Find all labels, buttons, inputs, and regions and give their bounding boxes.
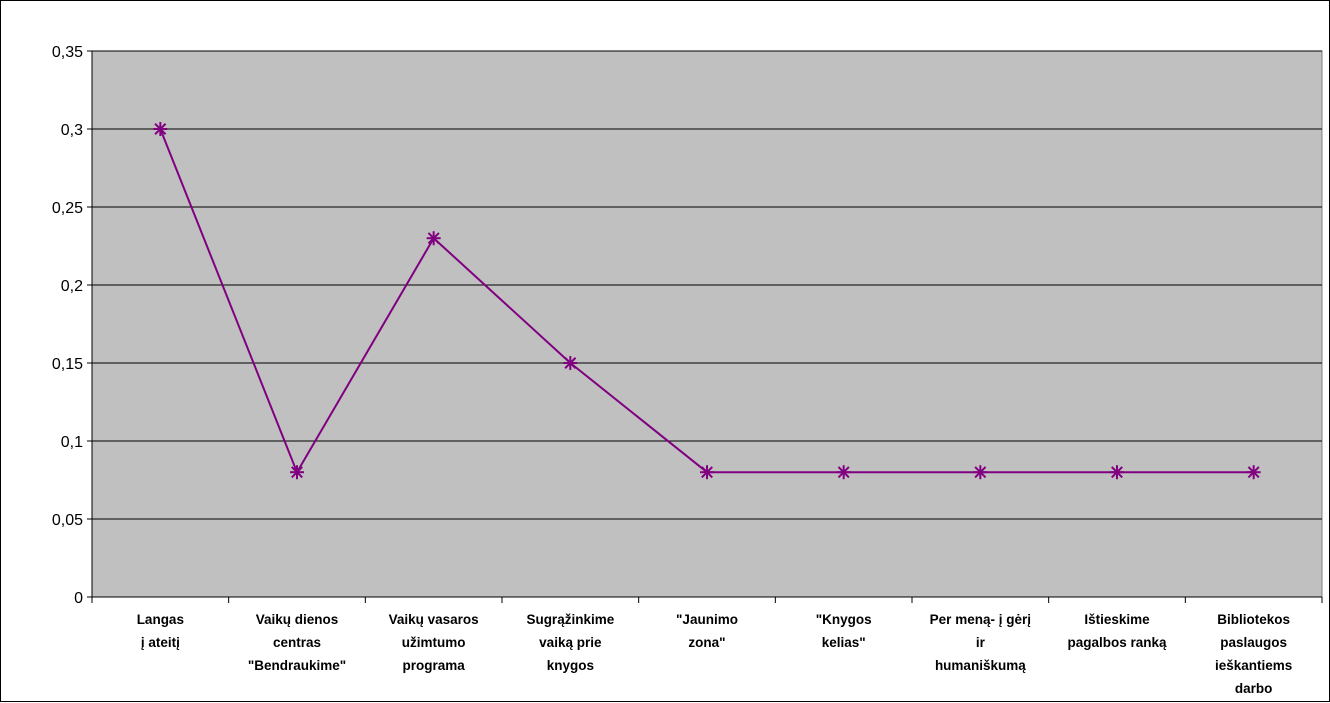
x-tick-label-line: užimtumo: [402, 635, 466, 650]
x-tick-label: Sugrąžinkime vaiką prie knygos: [526, 612, 614, 673]
data-point-marker: [290, 465, 304, 480]
x-tick-label-line: Bibliotekos: [1217, 612, 1290, 627]
data-point-marker: [700, 465, 714, 480]
data-point-marker: [836, 465, 851, 480]
x-tick-label-line: pagalbos ranką: [1067, 635, 1167, 650]
y-tick-label: 0,1: [61, 434, 83, 451]
x-tick-label: "Knygos kelias": [816, 612, 872, 650]
x-tick-label-line: humaniškumą: [935, 658, 1026, 673]
x-tick-label-line: "Knygos: [816, 612, 872, 627]
x-tick-label: "Jaunimo zona": [676, 612, 738, 650]
y-tick-label: 0,3: [61, 122, 83, 139]
x-tick-label-line: Per meną- į gėrį: [930, 612, 1032, 627]
data-point-marker: [153, 122, 168, 136]
x-tick-label: Per meną- į gėrį ir humaniškumą: [930, 612, 1032, 673]
x-tick-label-line: "Bendraukime": [248, 658, 346, 673]
plot-area: [91, 50, 1323, 598]
x-tick-label-line: "Jaunimo: [676, 612, 738, 627]
x-tick-label-line: ir: [976, 635, 986, 650]
x-tick-label-line: Ištieskime: [1084, 612, 1150, 627]
x-tick-label-line: Vaikų vasaros: [389, 612, 479, 627]
x-tick-label-line: centras: [273, 635, 321, 650]
x-tick-label: Langas į ateitį: [137, 612, 184, 650]
x-tick-label-line: ieškantiems: [1215, 658, 1292, 673]
x-tick-label-line: zona": [688, 635, 725, 650]
data-point-marker: [1110, 465, 1124, 480]
x-tick-label-line: kelias": [822, 635, 866, 650]
y-tick-label: 0,2: [61, 278, 83, 295]
x-tick-label-line: programa: [403, 658, 466, 673]
x-tick-label-line: Sugrąžinkime: [526, 612, 614, 627]
x-tick-label-line: darbo: [1235, 681, 1273, 696]
y-tick-label: 0,15: [52, 356, 83, 373]
data-point-marker: [973, 465, 988, 480]
x-tick-label-line: paslaugos: [1220, 635, 1287, 650]
x-tick-label: Vaikų dienos centras "Bendraukime": [248, 612, 346, 673]
x-tick-label-line: vaiką prie: [539, 635, 602, 650]
x-tick-label-line: knygos: [547, 658, 594, 673]
x-tick-label: Ištieskime pagalbos ranką: [1067, 612, 1167, 650]
x-tick-label-line: į ateitį: [141, 635, 180, 650]
x-tick-label: Bibliotekos paslaugos ieškantiems darbo: [1215, 612, 1292, 696]
y-tick-label: 0,25: [52, 200, 83, 217]
x-tick-label-line: Langas: [137, 612, 184, 627]
y-tick-label: 0,35: [52, 44, 83, 61]
y-tick-label: 0: [74, 590, 83, 607]
data-point-marker: [426, 231, 441, 246]
y-tick-label: 0,05: [52, 512, 83, 529]
x-tick-label: Vaikų vasaros užimtumo programa: [389, 612, 479, 673]
data-point-marker: [1246, 465, 1261, 480]
x-tick-label-line: Vaikų dienos: [256, 612, 339, 627]
data-point-marker: [563, 356, 578, 370]
